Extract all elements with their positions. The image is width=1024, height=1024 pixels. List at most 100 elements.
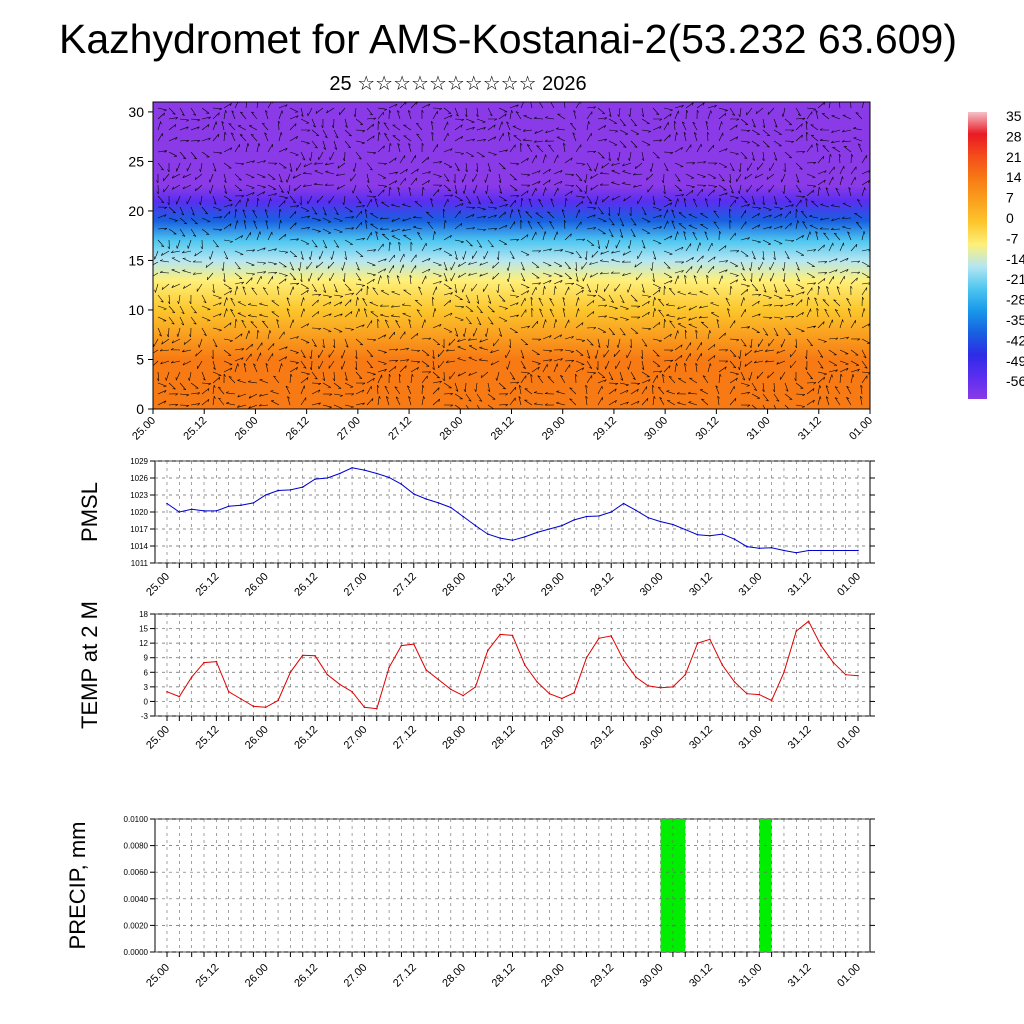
cross-section-x-tick-label: 26.12	[284, 415, 312, 443]
pmsl-data-point	[770, 546, 773, 549]
pmsl-data-point	[844, 549, 847, 552]
precip-x-tick-label: 27.00	[342, 962, 370, 990]
colorbar-label: 28	[1006, 128, 1022, 144]
temp-x-tick-label: 31.12	[786, 724, 814, 752]
temp-data-point	[696, 642, 699, 644]
pmsl-data-point	[696, 533, 699, 536]
pmsl-data-point	[203, 510, 205, 512]
precip-y-tick-label: 0.0100	[124, 815, 149, 824]
temp-data-point	[795, 630, 798, 632]
temp-data-point	[339, 683, 341, 686]
temp-data-point	[610, 635, 612, 637]
pmsl-data-point	[548, 528, 551, 530]
cross-section-y-tick-label: 15	[128, 252, 144, 268]
pmsl-y-tick-label: 1026	[130, 474, 148, 483]
temp-data-point	[672, 686, 674, 688]
temp-data-point	[227, 690, 230, 693]
colorbar-label: -28	[1006, 292, 1024, 308]
cross-section-x-tick-label: 29.12	[591, 415, 619, 443]
precip-x-tick-label: 31.12	[786, 962, 814, 990]
pmsl-y-tick-label: 1017	[130, 525, 148, 534]
page-title: Kazhydromet for AMS-Kostanai-2(53.232 63…	[59, 16, 957, 62]
cross-section-x-tick-label: 01.00	[847, 415, 875, 443]
pmsl-x-tick-label: 28.12	[490, 571, 518, 599]
pmsl-data-point	[215, 510, 218, 512]
temp-data-point	[573, 691, 575, 694]
pmsl-x-tick-label: 29.00	[539, 571, 567, 599]
temp-x-tick-label: 30.12	[687, 724, 715, 752]
temp-data-point	[499, 633, 502, 636]
temp-data-point	[659, 687, 662, 689]
pmsl-x-tick-label: 30.12	[687, 571, 715, 599]
pmsl-y-tick-label: 1011	[131, 559, 149, 568]
pmsl-data-point	[598, 515, 600, 517]
pmsl-x-tick-label: 29.12	[588, 571, 616, 599]
temp-x-tick-label: 29.00	[539, 724, 567, 752]
temp-data-point	[240, 698, 242, 700]
cross-section-x-tick-label: 31.12	[796, 415, 824, 443]
colorbar-label: -7	[1006, 230, 1019, 246]
temp-x-tick-label: 27.12	[391, 724, 419, 752]
pmsl-data-point	[351, 467, 353, 469]
temp-data-point	[351, 690, 353, 693]
temp-x-tick-label: 26.00	[243, 724, 271, 752]
temp-data-point	[203, 661, 205, 664]
temp-data-point	[746, 692, 748, 695]
temp-x-tick-label: 25.00	[144, 724, 172, 752]
pmsl-data-point	[190, 508, 193, 511]
pmsl-data-point	[363, 469, 366, 471]
temp-data-point	[684, 673, 687, 676]
precip-chart: 0.0000 0.0020 0.0040 0.0060 0.0080 0.0100 25.0…	[65, 815, 875, 990]
temp-data-point	[844, 673, 847, 676]
colorbar-scale	[968, 112, 987, 399]
pmsl-data-point	[413, 493, 415, 495]
pmsl-data-point	[462, 515, 464, 518]
cross-section-y-tick-label: 5	[136, 351, 144, 367]
pmsl-x-tick-label: 25.00	[144, 571, 172, 599]
temp-data-point	[264, 706, 267, 709]
temp-data-point	[178, 695, 181, 698]
colorbar-label: -14	[1006, 251, 1024, 267]
precip-x-tick-label: 26.00	[243, 962, 271, 990]
temp-data-point	[536, 681, 538, 683]
cross-section-x-tick-label: 28.00	[437, 415, 465, 443]
precip-y-tick-label: 0.0040	[124, 895, 149, 904]
pmsl-y-axis-title: PMSL	[77, 482, 102, 542]
precip-y-tick-label: 0.0020	[124, 921, 149, 930]
cross-section-x-tick-label: 31.00	[745, 415, 773, 443]
pmsl-x-tick-label: 28.00	[440, 571, 468, 599]
pmsl-data-point	[326, 477, 329, 479]
temp-data-point	[252, 705, 255, 708]
cross-section-x-tick-label: 30.12	[694, 415, 722, 443]
pmsl-data-point	[388, 476, 390, 479]
temp-x-tick-label: 28.12	[490, 724, 518, 752]
pmsl-x-tick-label: 01.00	[835, 571, 863, 599]
temp-data-point	[783, 671, 785, 674]
pmsl-data-point	[227, 505, 230, 508]
temp-data-point	[709, 638, 711, 641]
temp-data-point	[820, 644, 822, 647]
precip-bar	[759, 819, 772, 952]
temp-x-tick-label: 29.12	[588, 724, 616, 752]
precip-x-tick-label: 29.00	[539, 962, 567, 990]
temp-data-point	[832, 661, 835, 664]
pmsl-data-point	[672, 523, 674, 526]
temp-data-point	[462, 694, 464, 697]
temp-x-tick-label: 01.00	[835, 724, 863, 752]
colorbar-label: 35	[1006, 108, 1022, 124]
temp-data-point	[548, 692, 551, 695]
temp-data-point	[277, 699, 279, 702]
cross-section-x-tick-label: 29.00	[540, 415, 568, 443]
temp-x-tick-label: 28.00	[440, 724, 468, 752]
pmsl-data-point	[733, 538, 736, 540]
pmsl-data-point	[795, 552, 798, 554]
temp-data-point	[190, 676, 193, 678]
temp-x-tick-label: 26.12	[292, 724, 320, 752]
pmsl-y-tick-label: 1020	[130, 508, 148, 517]
pmsl-data-point	[783, 549, 785, 552]
colorbar-label: -56	[1006, 373, 1024, 389]
pmsl-data-point	[647, 516, 649, 519]
pmsl-x-tick-label: 31.00	[736, 571, 764, 599]
temp-y-tick-label: -3	[141, 712, 149, 721]
